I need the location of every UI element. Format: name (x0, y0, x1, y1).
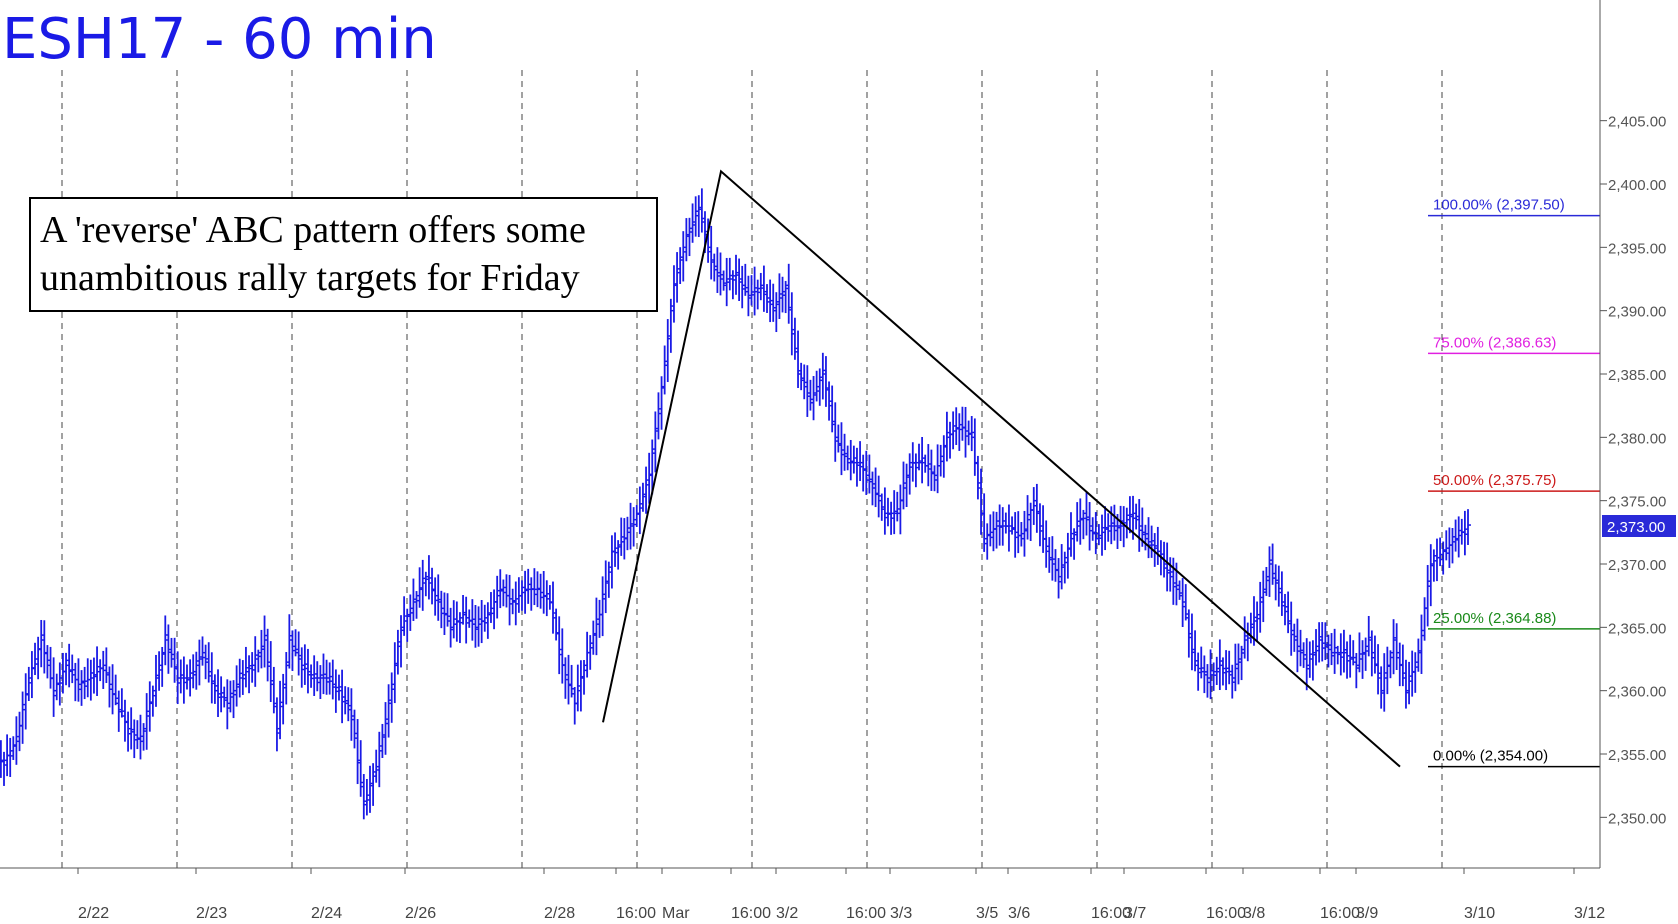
time-tick-label: 2/24 (311, 905, 342, 922)
time-tick-label: 3/10 (1464, 905, 1495, 922)
price-tick-label: 2,370.00 (1608, 557, 1666, 574)
price-tick-label: 2,355.00 (1608, 747, 1666, 764)
time-axis: 2/22 2/23 2/24 2/26 2/28 16:00 Mar 16:00 3/2 16:0… (0, 867, 1605, 922)
time-tick-label: 2/22 (78, 905, 109, 922)
price-tick-label: 2,380.00 (1608, 430, 1666, 447)
fib-level-label: 100.00% (2,397.50) (1433, 197, 1565, 214)
price-tick-label: 2,365.00 (1608, 620, 1666, 637)
fibonacci-levels: 100.00% (2,397.50) 75.00% (2,386.63) 50.00… (1428, 197, 1600, 768)
fib-level-label: 75.00% (2,386.63) (1433, 334, 1556, 351)
price-tick-label: 2,385.00 (1608, 367, 1666, 384)
price-tick-label: 2,405.00 (1608, 114, 1666, 131)
vertical-gridlines (61, 70, 1443, 868)
last-price-label: 2,373.00 (1607, 519, 1665, 536)
fib-level-label: 25.00% (2,364.88) (1433, 610, 1556, 627)
time-tick-label: 16:00 (616, 905, 656, 922)
time-tick-label: 16:00 (731, 905, 771, 922)
time-tick-label: 16:00 (1091, 905, 1131, 922)
price-tick-label: 2,350.00 (1608, 810, 1666, 827)
time-tick-label: 3/9 (1356, 905, 1378, 922)
chart-title: ESH17 - 60 min (2, 7, 437, 72)
price-tick-label: 2,360.00 (1608, 684, 1666, 701)
fib-level-label: 50.00% (2,375.75) (1433, 472, 1556, 489)
time-tick-label: 2/23 (196, 905, 227, 922)
last-price-badge (1602, 515, 1676, 537)
fib-level-label: 0.00% (2,354.00) (1433, 748, 1548, 765)
time-tick-label: Mar (662, 905, 690, 922)
time-tick-label: 16:00 (846, 905, 886, 922)
time-tick-label: 2/26 (405, 905, 436, 922)
time-tick-label: 3/6 (1008, 905, 1030, 922)
time-tick-label: 3/7 (1124, 905, 1146, 922)
price-tick-label: 2,390.00 (1608, 304, 1666, 321)
time-tick-label: 2/28 (544, 905, 575, 922)
price-tick-label: 2,395.00 (1608, 240, 1666, 257)
time-tick-label: 3/2 (776, 905, 798, 922)
annotation-line-1: A 'reverse' ABC pattern offers some (40, 209, 586, 251)
abc-pattern-lines (602, 169, 1401, 768)
price-bars (0, 188, 1471, 820)
abc-pattern-line (602, 169, 1401, 768)
time-tick-label: 3/12 (1574, 905, 1605, 922)
price-tick-label: 2,375.00 (1608, 494, 1666, 511)
annotation-box: A 'reverse' ABC pattern offers some unam… (29, 197, 658, 312)
time-tick-label: 16:00 (1206, 905, 1246, 922)
annotation-line-2: unambitious rally targets for Friday (40, 257, 580, 299)
time-tick-label: 3/5 (976, 905, 998, 922)
price-axis: 2,350.00 2,355.00 2,360.00 2,365.00 2,370.00… (1599, 0, 1676, 868)
price-tick-label: 2,400.00 (1608, 177, 1666, 194)
time-tick-label: 16:00 (1320, 905, 1360, 922)
time-tick-label: 3/8 (1243, 905, 1265, 922)
time-tick-label: 3/3 (890, 905, 912, 922)
